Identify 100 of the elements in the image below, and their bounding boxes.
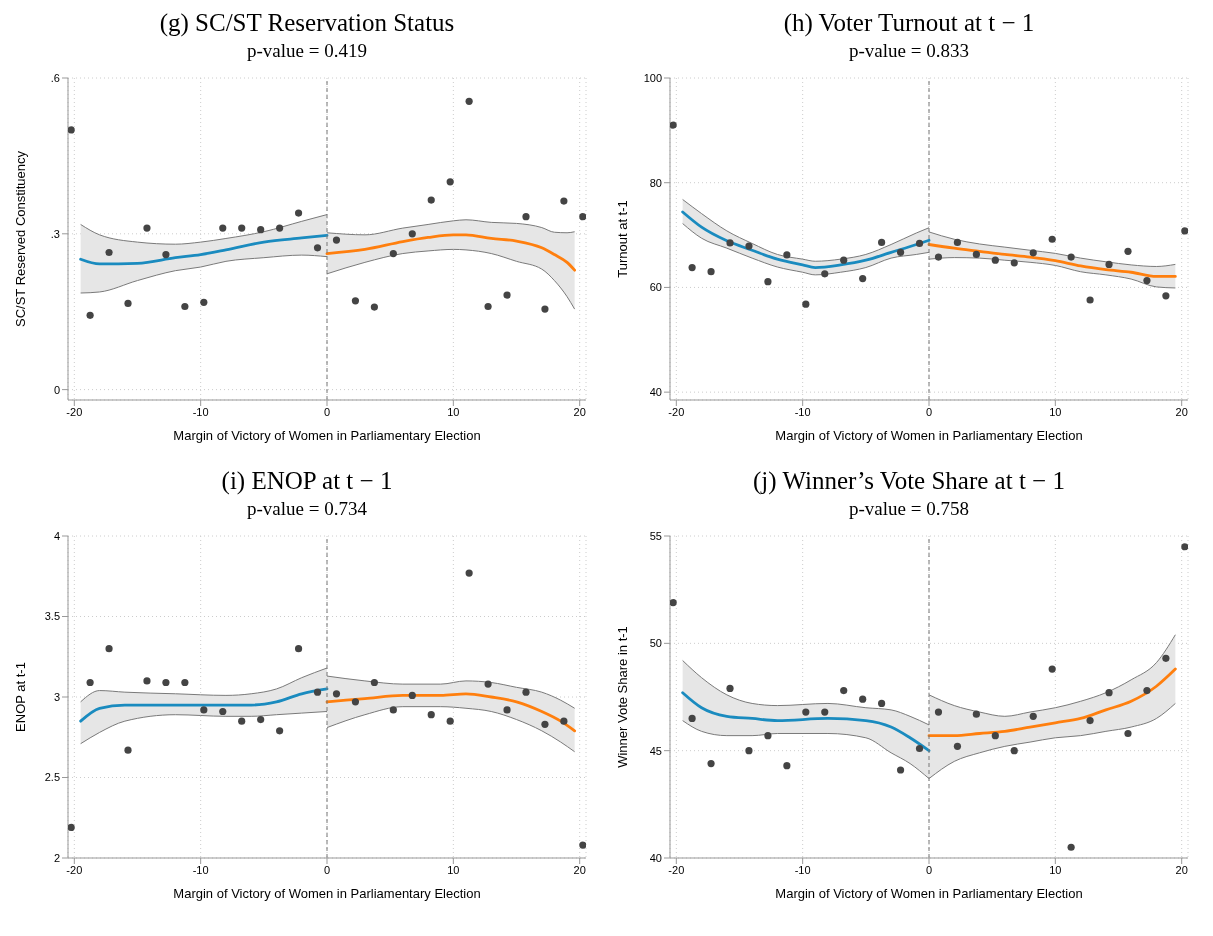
point [859, 695, 867, 703]
point [1029, 712, 1037, 720]
line-series [927, 243, 1177, 278]
point [105, 248, 113, 257]
point [484, 680, 492, 688]
x-tick-label: -20 [66, 405, 83, 418]
point [1010, 259, 1018, 267]
point [238, 717, 246, 725]
x-tick-label: 20 [1175, 863, 1188, 876]
point [560, 197, 568, 205]
point [878, 238, 886, 246]
point [1086, 717, 1094, 725]
x-axis-title: Margin of Victory of Women in Parliamentary Election [173, 428, 481, 443]
point [522, 688, 530, 696]
point [953, 238, 962, 246]
x-tick-label: 10 [1049, 863, 1062, 876]
x-tick-label: 0 [925, 405, 933, 418]
point [503, 706, 511, 714]
y-tick-label: 40 [649, 386, 662, 399]
point [105, 645, 113, 653]
line-series [79, 687, 329, 723]
point [200, 298, 208, 306]
point [446, 178, 454, 186]
y-axis-title: SC/ST Reserved Constituency [12, 150, 28, 328]
point [688, 263, 696, 272]
chart-subtitle: p-value = 0.419 [246, 39, 368, 63]
point [162, 678, 170, 687]
point [200, 706, 208, 714]
point [764, 278, 772, 286]
y-tick-label: 2 [53, 851, 60, 864]
point [991, 256, 999, 264]
line-series [927, 667, 1177, 738]
point [896, 248, 905, 256]
point [389, 706, 397, 714]
y-tick-label: 50 [649, 637, 662, 650]
y-tick-label: .6 [50, 71, 60, 84]
y-tick-label: 3 [53, 690, 60, 703]
point [143, 224, 151, 232]
point [294, 209, 303, 217]
x-tick-label: 0 [323, 405, 331, 418]
point [294, 645, 303, 653]
x-tick-label: -20 [668, 405, 685, 418]
point [1105, 689, 1113, 697]
y-tick-label: .3 [50, 227, 60, 240]
point [840, 256, 848, 264]
x-tick-label: -20 [66, 863, 83, 876]
point [219, 707, 227, 716]
point [408, 691, 416, 699]
point [1067, 253, 1075, 261]
point [726, 239, 734, 247]
y-tick-label: 60 [649, 281, 662, 294]
point [68, 126, 75, 134]
point [707, 759, 715, 768]
y-tick-label: 40 [649, 851, 662, 864]
point [124, 746, 132, 754]
point [670, 598, 677, 607]
point [1010, 747, 1018, 755]
chart-subtitle: p-value = 0.833 [848, 39, 970, 63]
point [332, 236, 341, 244]
point [991, 732, 999, 740]
y-tick-label: 45 [649, 744, 662, 757]
y-axis-title: Winner Vote Share in t-1 [614, 626, 630, 768]
y-tick-label: 100 [643, 71, 662, 84]
y-tick-label: 80 [649, 176, 662, 189]
point [522, 213, 530, 221]
x-tick-label: -20 [668, 863, 685, 876]
point [953, 742, 962, 750]
x-tick-label: -10 [192, 405, 209, 418]
point [859, 274, 867, 283]
point [1143, 277, 1151, 285]
point [370, 303, 378, 311]
x-tick-label: -10 [794, 863, 811, 876]
point [783, 251, 791, 259]
line-series [325, 233, 577, 272]
point [688, 714, 696, 723]
point [1124, 729, 1132, 738]
point [802, 300, 810, 308]
point [465, 97, 473, 105]
point [276, 727, 284, 735]
point [915, 744, 924, 753]
point [181, 678, 189, 687]
point [1086, 296, 1094, 304]
point [124, 299, 132, 307]
chart-subtitle: p-value = 0.734 [246, 497, 368, 521]
point [257, 226, 265, 234]
point [162, 250, 170, 259]
point [670, 121, 677, 129]
x-tick-label: -10 [192, 863, 209, 876]
x-tick-label: 10 [447, 863, 460, 876]
x-tick-label: 20 [573, 405, 586, 418]
y-axis-title: Turnout at t-1 [614, 200, 630, 278]
point [764, 732, 772, 740]
point [257, 715, 265, 724]
y-tick-label: 55 [649, 529, 662, 542]
point [1143, 686, 1151, 695]
point [313, 244, 322, 252]
point [181, 302, 189, 311]
x-axis-title: Margin of Victory of Women in Parliamentary Election [173, 886, 481, 901]
point [707, 268, 715, 276]
point [1162, 654, 1170, 662]
